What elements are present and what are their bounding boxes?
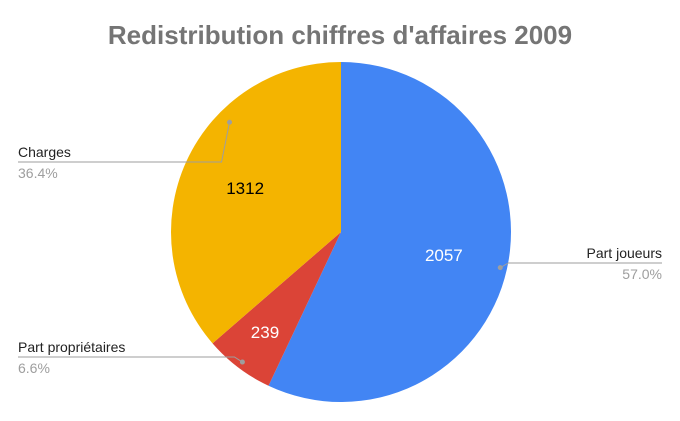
legend-name-part-proprietaires: Part propriétaires — [18, 339, 125, 355]
leader-dot-charges — [227, 119, 233, 125]
leader-line-part-joueurs — [500, 262, 662, 269]
chart-title: Redistribution chiffres d'affaires 2009 — [108, 20, 572, 50]
slice-value-label-part-joueurs: 2057 — [425, 246, 463, 265]
slice-part-proprietaires — [212, 232, 341, 386]
legend-percent-part-joueurs: 57.0% — [622, 266, 662, 282]
slice-value-label-part-proprietaires: 239 — [251, 323, 279, 342]
leader-line-part-proprietaires — [18, 356, 243, 363]
legend-name-charges: Charges — [18, 144, 71, 160]
leader-line-charges — [18, 122, 231, 163]
slice-part-joueurs — [268, 62, 511, 402]
leader-dot-part-proprietaires — [239, 359, 245, 365]
slice-value-label-charges: 1312 — [226, 179, 264, 198]
legend-percent-part-proprietaires: 6.6% — [18, 360, 50, 376]
slice-charges — [171, 62, 341, 344]
legend-name-part-joueurs: Part joueurs — [587, 245, 662, 261]
leader-dot-part-joueurs — [497, 265, 503, 271]
legend-percent-charges: 36.4% — [18, 165, 58, 181]
